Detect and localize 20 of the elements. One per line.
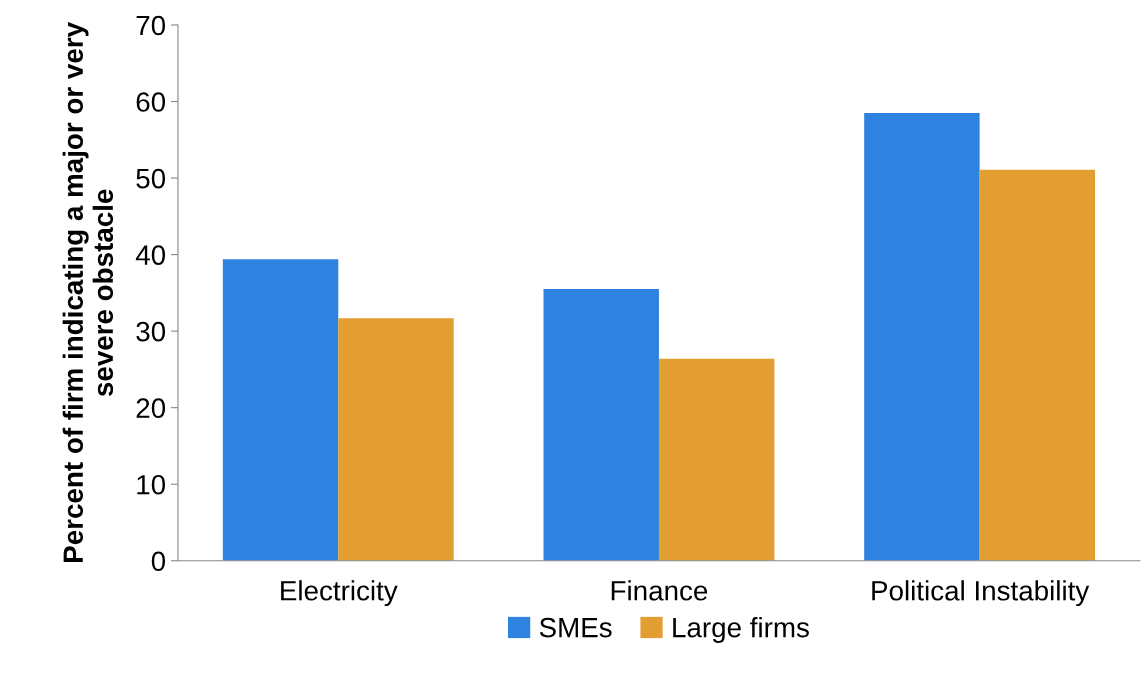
y-axis-title: Percent of firm indicating a major or very severe obstacle (62, 22, 114, 562)
y-tick-label: 20 (136, 398, 166, 419)
bar (222, 259, 339, 561)
bar (864, 113, 980, 561)
y-tick-label: 70 (136, 15, 166, 36)
y-tick-label: 30 (136, 321, 166, 342)
y-tick-label: 40 (135, 245, 166, 265)
bar (338, 318, 454, 561)
bar (979, 169, 1096, 561)
legend-label: SMEs (539, 617, 612, 638)
y-tick-label: 60 (136, 92, 166, 112)
y-tick-label: 10 (137, 474, 166, 495)
x-tick-label: Electricity (281, 580, 398, 607)
bar (658, 358, 775, 561)
bar (543, 289, 659, 561)
y-tick-label: 0 (151, 551, 166, 572)
x-tick-label: Finance (611, 580, 708, 601)
y-tick-label: 50 (136, 168, 166, 189)
x-tick-label: Political Instability (872, 580, 1090, 607)
legend-label: Large firms (673, 617, 809, 643)
